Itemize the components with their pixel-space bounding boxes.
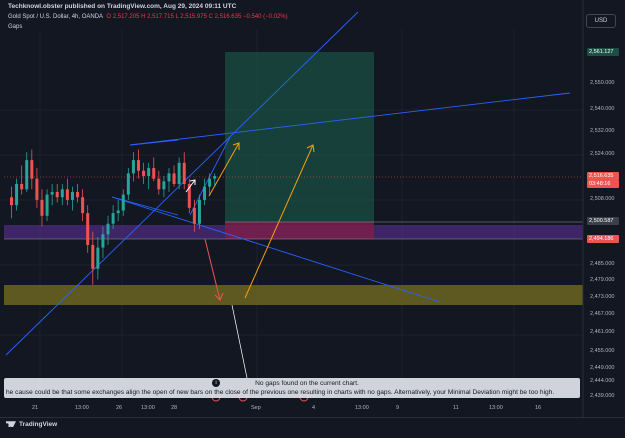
pointer-white-line [232, 305, 247, 378]
candle-body [71, 192, 74, 200]
price-badge-stop: 2,494.186 [587, 235, 619, 243]
symbol-name: Gold Spot / U.S. Dollar, 4h, OANDA [8, 14, 103, 20]
candle-body [30, 160, 33, 179]
candle-body [208, 179, 211, 187]
candle-body [162, 181, 165, 189]
price-label: 2,439.000 [590, 393, 614, 399]
currency-button[interactable]: USD [586, 14, 616, 28]
candle-body [35, 179, 38, 200]
candle-body [15, 184, 18, 205]
target-zone[interactable] [225, 52, 374, 222]
time-label: 16 [535, 405, 541, 411]
price-label: 2,485.000 [590, 261, 614, 267]
candle-body [213, 176, 216, 179]
price-label: 2,540.000 [590, 106, 614, 112]
ohlc-values: O 2,517.205 H 2,517.715 L 2,515.975 C 2,… [106, 14, 287, 20]
publisher-text: Techknowl.obster published on TradingVie… [8, 3, 236, 10]
price-label: 2,455.000 [590, 348, 614, 354]
price-badge-countdown: 03:48:16 [587, 180, 619, 188]
time-label: 11 [453, 405, 459, 411]
candle-body [25, 160, 28, 189]
candle-body [167, 173, 170, 181]
time-label: 4 [312, 405, 315, 411]
notice-detail: he cause could be that some exchanges al… [6, 389, 554, 396]
candle-body [56, 192, 59, 197]
candle-body [203, 187, 206, 200]
time-label: 28 [171, 405, 177, 411]
price-label: 2,473.000 [590, 294, 614, 300]
candle-body [198, 200, 201, 224]
footer-bar: TradingView [0, 417, 625, 434]
tradingview-logo-icon [6, 421, 16, 427]
candle-body [132, 160, 135, 173]
candle-body [20, 184, 23, 189]
candle-body [152, 168, 155, 179]
price-label: 2,479.000 [590, 277, 614, 283]
candle-body [86, 213, 89, 245]
price-label: 2,467.000 [590, 311, 614, 317]
candle-body [107, 224, 110, 235]
candle-body [76, 192, 79, 197]
price-badge-target: 2,561.127 [587, 48, 619, 56]
candle-body [137, 160, 140, 171]
candle-body [122, 195, 125, 211]
candle-body [46, 195, 49, 216]
tradingview-logo[interactable]: TradingView [6, 421, 57, 428]
notice-title: No gaps found on the current chart. [4, 380, 580, 387]
candle-body [51, 192, 54, 195]
candle-body [183, 163, 186, 184]
candle-body [147, 168, 150, 176]
candle-body [40, 200, 43, 216]
price-label: 2,524.000 [590, 151, 614, 157]
symbol-legend[interactable]: Gold Spot / U.S. Dollar, 4h, OANDA O 2,5… [8, 14, 288, 20]
no-gaps-notice: i No gaps found on the current chart. he… [4, 378, 580, 398]
time-label: 9 [396, 405, 399, 411]
candle-body [91, 245, 94, 269]
candles [10, 150, 216, 285]
candle-body [117, 210, 120, 213]
candle-body [101, 234, 104, 247]
candle-body [127, 173, 130, 194]
time-label: 13:00 [75, 405, 89, 411]
time-label: 13:00 [489, 405, 503, 411]
candle-body [173, 173, 176, 184]
candle-body [81, 197, 84, 213]
price-badge-last-price: 2,516.635 [587, 172, 619, 180]
stop-zone[interactable] [225, 222, 374, 239]
candle-body [193, 208, 196, 224]
price-label: 2,444.000 [590, 378, 614, 384]
footer-brand: TradingView [19, 421, 57, 428]
publisher-line: Techknowl.obster published on TradingVie… [8, 3, 236, 10]
price-label: 2,550.000 [590, 80, 614, 86]
price-label: 2,461.000 [590, 329, 614, 335]
candle-body [61, 189, 64, 197]
time-label: 26 [116, 405, 122, 411]
candle-body [157, 179, 160, 190]
support-zone[interactable] [4, 285, 583, 305]
price-badge-entry: 2,500.587 [587, 217, 619, 225]
trendline-upper-short [130, 140, 178, 145]
candle-body [66, 189, 69, 200]
price-label: 2,449.000 [590, 365, 614, 371]
price-label: 2,532.000 [590, 128, 614, 134]
price-label: 2,508.000 [590, 196, 614, 202]
indicator-legend[interactable]: Gaps [8, 24, 22, 30]
time-label: 21 [32, 405, 38, 411]
candle-body [142, 171, 145, 176]
candle-body [10, 197, 13, 205]
time-label: 13:00 [355, 405, 369, 411]
candle-body [112, 213, 115, 224]
candle-body [96, 248, 99, 269]
candle-body [178, 163, 181, 184]
time-label: Sep [251, 405, 261, 411]
time-label: 13:00 [141, 405, 155, 411]
